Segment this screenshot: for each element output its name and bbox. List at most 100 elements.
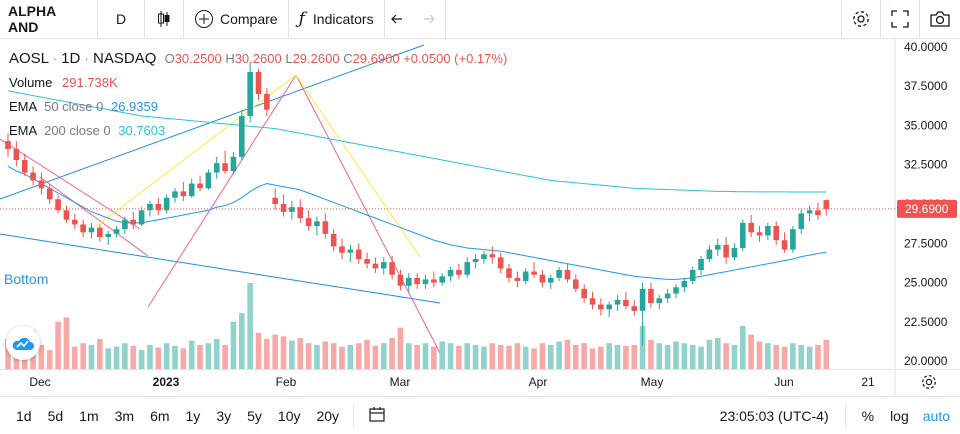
undo-button[interactable] [385, 0, 413, 38]
candle [497, 252, 504, 274]
volume-bar [573, 344, 579, 369]
candle-body [598, 304, 604, 310]
range-button-1m[interactable]: 1m [79, 407, 99, 424]
range-button-1y[interactable]: 1y [185, 407, 201, 424]
candle-body [656, 298, 663, 303]
range-button-1d[interactable]: 1d [16, 407, 32, 424]
candle-body [456, 270, 462, 275]
auto-scale-toggle[interactable]: auto [922, 407, 950, 424]
interval-button[interactable]: D [115, 11, 127, 27]
candle [88, 222, 95, 239]
trendline-upper[interactable] [0, 44, 425, 200]
channel-line[interactable] [295, 74, 441, 354]
candle [380, 257, 387, 275]
volume-bar [606, 343, 612, 369]
candle [781, 232, 788, 253]
range-button-3m[interactable]: 3m [114, 407, 135, 424]
legend-ema50-row[interactable]: EMA 50 close 0 26.9359 [9, 95, 507, 119]
volume-bar [364, 339, 370, 369]
time-axis[interactable]: Dec 2023 Feb Mar Apr May Jun 21 [0, 369, 960, 396]
tradingview-logo-button[interactable] [6, 326, 40, 360]
candle [163, 194, 170, 214]
candle-body [122, 219, 128, 230]
chart-style-button[interactable] [145, 0, 183, 38]
candle-body [247, 72, 253, 116]
symbol-search-button[interactable]: ALPHA AND [8, 3, 56, 35]
candle [547, 274, 554, 289]
candle-body [539, 274, 546, 283]
candle [355, 243, 362, 264]
candle [347, 244, 354, 263]
candle [573, 274, 579, 292]
candle-body [481, 254, 487, 259]
indicators-button[interactable]: ƒ Indicators [289, 0, 384, 38]
bottom-annotation-text[interactable]: Bottom [4, 271, 49, 287]
candle [230, 152, 237, 175]
range-button-3y[interactable]: 3y [216, 407, 232, 424]
volume-bar [631, 344, 638, 369]
last-price-label: 29.6900 [905, 202, 949, 216]
candle [280, 194, 287, 217]
settings-button[interactable] [842, 0, 880, 38]
candle [239, 109, 245, 160]
legend-volume-row[interactable]: Volume 291.738K [9, 71, 507, 95]
compare-button[interactable]: Compare [184, 0, 288, 38]
calendar-icon [369, 407, 385, 422]
percent-scale-toggle[interactable]: % [861, 407, 875, 424]
range-button-5y[interactable]: 5y [247, 407, 262, 424]
range-button-6m[interactable]: 6m [150, 407, 170, 424]
candle-body [406, 277, 412, 286]
channel-line[interactable] [39, 176, 149, 257]
channel-line[interactable] [147, 74, 297, 308]
fullscreen-button[interactable] [881, 0, 919, 38]
volume-bar [122, 343, 128, 369]
last-price-marker: 29.6900 [0, 199, 957, 218]
candle-body [664, 293, 671, 299]
range-button-20y[interactable]: 20y [316, 407, 340, 424]
volume-bar [155, 347, 162, 369]
candle [773, 221, 779, 245]
volume-bar [406, 343, 412, 369]
log-scale-toggle[interactable]: log [890, 407, 909, 424]
price-axis[interactable]: 40.000037.500035.000032.500030.000027.50… [904, 40, 948, 368]
volume-bar [97, 338, 103, 369]
trendline-lower[interactable] [0, 233, 441, 304]
volume-bar [589, 348, 596, 369]
candle [723, 237, 729, 264]
axis-settings-button[interactable] [920, 373, 938, 396]
date-range-button[interactable] [360, 405, 394, 426]
candle [46, 183, 53, 204]
timezone-clock[interactable]: 23:05:03 (UTC-4) [719, 407, 829, 424]
screenshot-button[interactable] [920, 0, 960, 38]
candle [255, 68, 262, 101]
channel-line[interactable] [0, 138, 141, 230]
legend-ema200-row[interactable]: EMA 200 close 0 30.7603 [9, 119, 507, 143]
ema50-params: 50 close 0 [44, 99, 104, 114]
candle-body [339, 246, 345, 253]
candle-body [330, 233, 337, 247]
candle-body [798, 213, 805, 230]
candle [623, 292, 629, 310]
candle-body [389, 262, 395, 275]
volume-bar [163, 343, 170, 369]
volume-bar [197, 344, 203, 369]
pitch-line[interactable] [94, 74, 297, 228]
candle-body [547, 277, 554, 283]
candle [740, 219, 746, 252]
candle-body [714, 244, 721, 250]
volume-bar [556, 341, 562, 369]
candle [389, 255, 395, 280]
redo-button[interactable] [413, 0, 441, 38]
candle-body [21, 160, 28, 173]
range-button-10y[interactable]: 10y [277, 407, 301, 424]
range-button-5d[interactable]: 5d [47, 407, 64, 424]
candle-body [13, 149, 20, 160]
volume-bar [80, 343, 86, 369]
volume-bar [447, 343, 454, 369]
volume-bar [230, 321, 237, 369]
candle-body [514, 277, 521, 281]
gear-icon [853, 11, 869, 27]
volume-bar [289, 340, 295, 369]
price-tick-label: 32.5000 [904, 158, 948, 172]
plus-circle-icon [195, 10, 213, 28]
